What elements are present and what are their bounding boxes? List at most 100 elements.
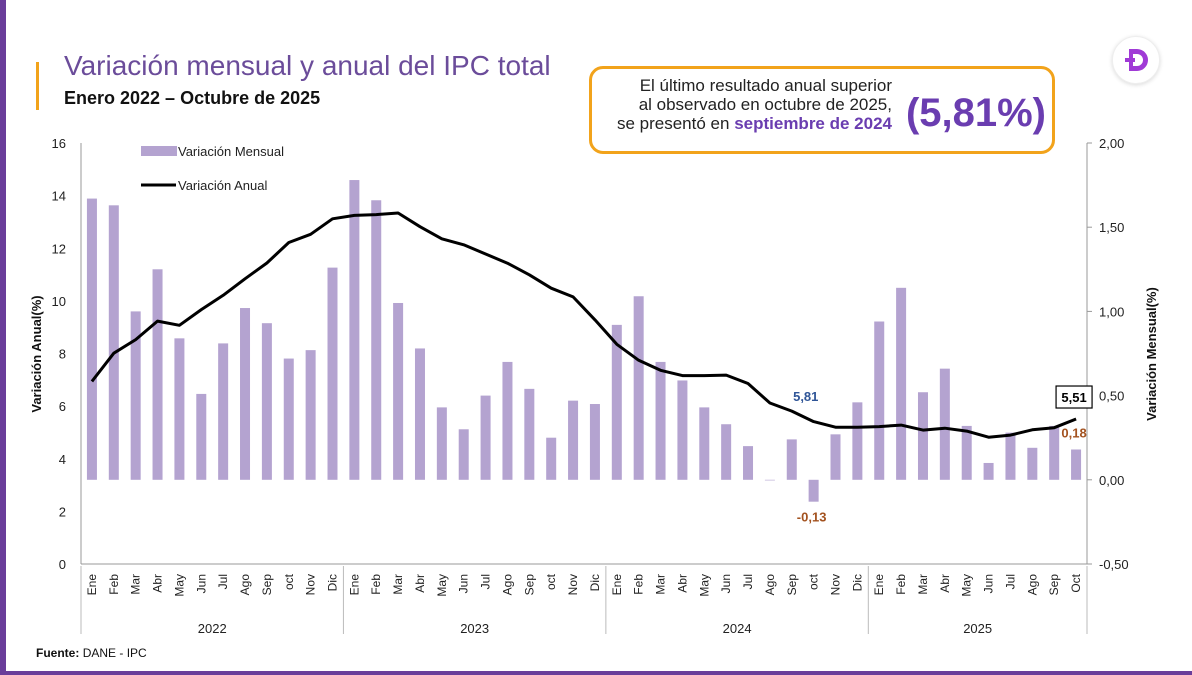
x-tick-label-28: May	[697, 574, 711, 597]
x-tick-label-35: Dic	[850, 574, 864, 591]
x-tick-label-40: May	[960, 574, 974, 597]
x-tick-label-4: May	[172, 574, 186, 597]
x-tick-label-16: May	[435, 574, 449, 597]
bar-mensual-21	[546, 437, 557, 480]
x-tick-label-41: Jun	[982, 574, 996, 593]
bar-mensual-28	[699, 407, 710, 480]
bar-mensual-40	[961, 425, 972, 480]
x-tick-label-33: oct	[807, 573, 821, 590]
x-tick-label-5: Jun	[194, 574, 208, 593]
callout-line-3: se presentó en	[616, 114, 730, 133]
bar-mensual-8	[261, 323, 272, 480]
bar-mensual-27	[677, 380, 688, 480]
legend-swatch-mensual	[141, 146, 177, 156]
callout-line-1: El último resultado anual superior	[639, 76, 892, 95]
x-tick-label-11: Dic	[326, 574, 340, 591]
bar-mensual-33	[808, 479, 819, 502]
callout-text: El último resultado anual superior al ob…	[592, 76, 892, 133]
source-value: DANE - IPC	[82, 646, 147, 660]
bar-mensual-43	[1027, 447, 1038, 480]
source-note: Fuente: DANE - IPC	[36, 646, 147, 660]
bar-mensual-12	[349, 180, 360, 480]
x-tick-label-23: Dic	[588, 574, 602, 591]
bar-mensual-3	[152, 269, 163, 480]
x-tick-label-34: Nov	[829, 574, 843, 595]
bar-mensual-9	[283, 358, 294, 480]
bar-mensual-0	[86, 198, 97, 480]
annotation-neg013: -0,13	[797, 510, 827, 525]
left-tick-label-12: 12	[52, 241, 66, 256]
legend-label-anual: Variación Anual	[178, 178, 267, 193]
x-tick-label-32: Sep	[785, 574, 799, 596]
x-tick-label-0: Ene	[85, 574, 99, 596]
bar-mensual-38	[917, 392, 928, 480]
x-tick-label-42: Jul	[1004, 574, 1018, 589]
page-subtitle: Enero 2022 – Octubre de 2025	[64, 88, 321, 108]
x-tick-label-25: Feb	[632, 574, 646, 595]
right-tick-label-1,50: 1,50	[1099, 220, 1124, 235]
bar-mensual-14	[393, 302, 404, 480]
page-title: Variación mensual y anual del IPC total	[64, 50, 551, 81]
right-tick-label-0,50: 0,50	[1099, 389, 1124, 404]
x-tick-label-3: Abr	[151, 574, 165, 593]
callout-line-2: al observado en octubre de 2025,	[638, 95, 892, 114]
bar-mensual-35	[852, 402, 863, 480]
x-tick-label-15: Abr	[413, 574, 427, 593]
callout-box: El último resultado anual superior al ob…	[589, 66, 1055, 154]
x-tick-label-24: Ene	[610, 574, 624, 596]
x-tick-label-26: Mar	[654, 574, 668, 595]
bar-mensual-29	[721, 424, 732, 480]
x-tick-label-17: Jun	[457, 574, 471, 593]
x-tick-label-45: Oct	[1069, 573, 1083, 592]
right-tick-label--0,50: -0,50	[1099, 557, 1129, 572]
bar-mensual-34	[830, 434, 841, 480]
x-tick-label-9: oct	[282, 573, 296, 590]
bar-mensual-4	[174, 338, 185, 480]
x-tick-label-2: Mar	[129, 574, 143, 595]
bottom-accent-line	[0, 671, 1192, 675]
brand-logo	[1112, 36, 1160, 84]
bar-mensual-15	[414, 348, 425, 480]
x-tick-label-6: Jul	[216, 574, 230, 589]
bar-mensual-41	[983, 462, 994, 480]
bar-mensual-22	[568, 400, 579, 480]
x-tick-label-14: Mar	[391, 574, 405, 595]
left-tick-label-0: 0	[59, 557, 66, 572]
right-tick-label-1,00: 1,00	[1099, 304, 1124, 319]
x-tick-label-21: oct	[544, 573, 558, 590]
bar-mensual-6	[218, 343, 229, 480]
left-accent-stripe	[0, 0, 6, 675]
bar-mensual-39	[939, 368, 950, 480]
left-tick-label-14: 14	[52, 189, 66, 204]
bar-mensual-10	[305, 350, 316, 480]
legend-label-mensual: Variación Mensual	[178, 144, 284, 159]
x-tick-label-22: Nov	[566, 574, 580, 595]
x-tick-label-8: Sep	[260, 574, 274, 596]
x-tick-label-1: Feb	[107, 574, 121, 595]
left-tick-label-16: 16	[52, 136, 66, 151]
annotation-551: 5,51	[1061, 390, 1086, 405]
callout-big-value: (5,81%)	[905, 91, 1046, 135]
x-tick-label-37: Feb	[894, 574, 908, 595]
x-tick-label-30: Jul	[741, 574, 755, 589]
bar-mensual-26	[655, 361, 666, 480]
x-tick-label-39: Abr	[938, 574, 952, 593]
x-tick-label-38: Mar	[916, 574, 930, 595]
bar-mensual-20	[524, 388, 535, 480]
bar-mensual-5	[196, 393, 207, 480]
left-tick-label-8: 8	[59, 347, 66, 362]
title-accent-bar	[36, 62, 39, 110]
year-label-2023: 2023	[460, 621, 489, 636]
bar-mensual-31	[764, 479, 775, 481]
bar-mensual-30	[743, 446, 754, 480]
x-tick-label-10: Nov	[304, 574, 318, 595]
source-label: Fuente:	[36, 646, 80, 660]
right-axis-title: Variación Mensual(%)	[1144, 287, 1159, 421]
left-tick-label-6: 6	[59, 399, 66, 414]
x-tick-label-12: Ene	[347, 574, 361, 596]
bar-mensual-25	[633, 296, 644, 480]
bar-mensual-23	[589, 404, 600, 480]
bar-mensual-1	[108, 205, 119, 480]
x-tick-label-29: Jun	[719, 574, 733, 593]
